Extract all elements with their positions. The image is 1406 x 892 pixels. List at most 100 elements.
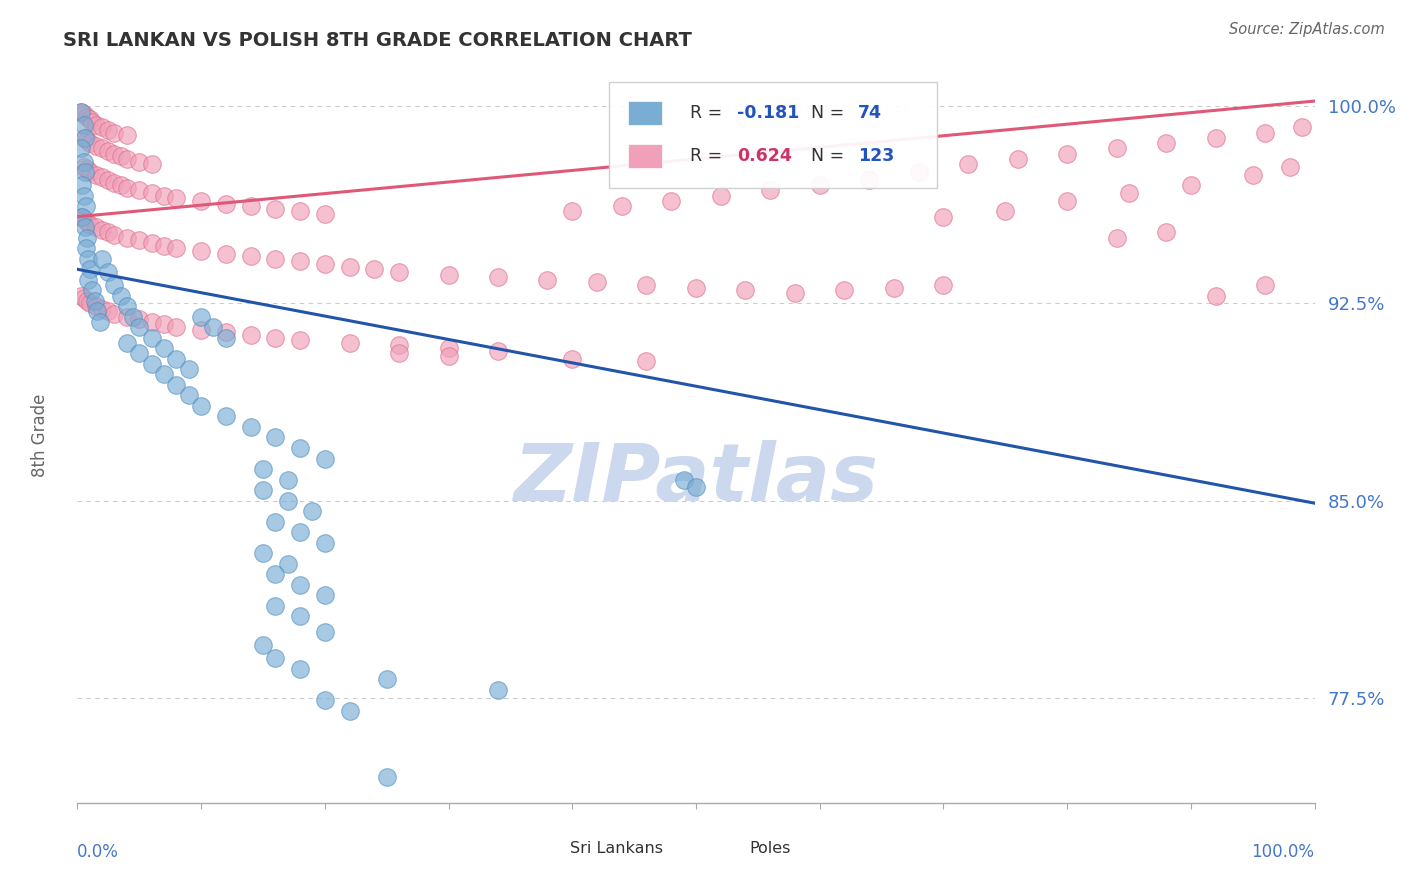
- Point: [84, 220, 107, 235]
- Point: [115, 335, 138, 350]
- Point: [375, 770, 398, 784]
- Text: 74: 74: [858, 104, 882, 122]
- Point: [486, 682, 509, 697]
- Point: [79, 262, 101, 277]
- Point: [277, 473, 299, 487]
- Point: [215, 330, 238, 344]
- Point: [73, 131, 96, 145]
- Point: [141, 235, 163, 250]
- Point: [264, 599, 287, 613]
- Point: [190, 194, 212, 208]
- Point: [141, 330, 163, 344]
- Point: [97, 123, 120, 137]
- Point: [1154, 226, 1177, 240]
- Point: [84, 118, 107, 132]
- Point: [264, 430, 287, 444]
- Point: [165, 378, 187, 392]
- Point: [72, 291, 94, 305]
- Point: [177, 388, 200, 402]
- Point: [314, 257, 336, 271]
- Point: [288, 662, 311, 676]
- Point: [103, 228, 125, 243]
- Point: [128, 233, 150, 247]
- Point: [97, 226, 120, 240]
- Point: [165, 351, 187, 366]
- Text: Poles: Poles: [749, 841, 790, 856]
- Point: [486, 270, 509, 285]
- Point: [437, 268, 460, 282]
- Point: [437, 349, 460, 363]
- Point: [288, 609, 311, 624]
- Point: [84, 299, 107, 313]
- Text: R =: R =: [690, 104, 727, 122]
- Point: [97, 173, 120, 187]
- Point: [437, 341, 460, 355]
- Point: [72, 212, 94, 227]
- Point: [110, 178, 132, 193]
- Point: [883, 280, 905, 294]
- Point: [128, 346, 150, 360]
- Point: [301, 504, 323, 518]
- Point: [91, 223, 114, 237]
- Point: [141, 157, 163, 171]
- Text: 8th Grade: 8th Grade: [31, 393, 49, 476]
- Point: [79, 218, 101, 232]
- Point: [314, 451, 336, 466]
- Point: [190, 399, 212, 413]
- Point: [1118, 186, 1140, 200]
- Point: [215, 196, 238, 211]
- Point: [1254, 126, 1277, 140]
- Point: [339, 260, 361, 274]
- Point: [659, 194, 682, 208]
- Point: [339, 704, 361, 718]
- Point: [264, 330, 287, 344]
- Text: SRI LANKAN VS POLISH 8TH GRADE CORRELATION CHART: SRI LANKAN VS POLISH 8TH GRADE CORRELATI…: [63, 31, 692, 50]
- Point: [277, 493, 299, 508]
- Point: [314, 535, 336, 549]
- Point: [1007, 152, 1029, 166]
- Text: 0.0%: 0.0%: [77, 843, 120, 862]
- Text: -0.181: -0.181: [737, 104, 799, 122]
- Point: [70, 104, 93, 119]
- Point: [165, 320, 187, 334]
- Point: [388, 265, 411, 279]
- Point: [264, 567, 287, 582]
- Point: [79, 136, 101, 150]
- Point: [89, 315, 111, 329]
- Point: [215, 409, 238, 424]
- Point: [1105, 231, 1128, 245]
- Point: [239, 199, 262, 213]
- Text: 100.0%: 100.0%: [1251, 843, 1315, 862]
- Point: [75, 199, 97, 213]
- Point: [165, 241, 187, 255]
- Point: [84, 138, 107, 153]
- Point: [1056, 194, 1078, 208]
- Point: [288, 441, 311, 455]
- Point: [388, 346, 411, 360]
- Point: [264, 202, 287, 216]
- Point: [72, 118, 94, 132]
- Point: [115, 310, 138, 324]
- Point: [610, 199, 633, 213]
- Point: [314, 588, 336, 602]
- Point: [76, 110, 98, 124]
- Point: [314, 207, 336, 221]
- Point: [75, 241, 97, 255]
- Point: [190, 244, 212, 258]
- Point: [70, 141, 93, 155]
- Point: [91, 141, 114, 155]
- Point: [83, 293, 105, 308]
- Point: [76, 162, 98, 177]
- Point: [288, 333, 311, 347]
- Point: [72, 160, 94, 174]
- Text: 0.624: 0.624: [737, 147, 792, 165]
- Point: [128, 154, 150, 169]
- Point: [153, 341, 176, 355]
- Point: [73, 220, 96, 235]
- Point: [375, 673, 398, 687]
- Point: [1291, 120, 1313, 135]
- Point: [72, 178, 94, 193]
- Point: [561, 204, 583, 219]
- Point: [288, 254, 311, 268]
- Point: [536, 273, 558, 287]
